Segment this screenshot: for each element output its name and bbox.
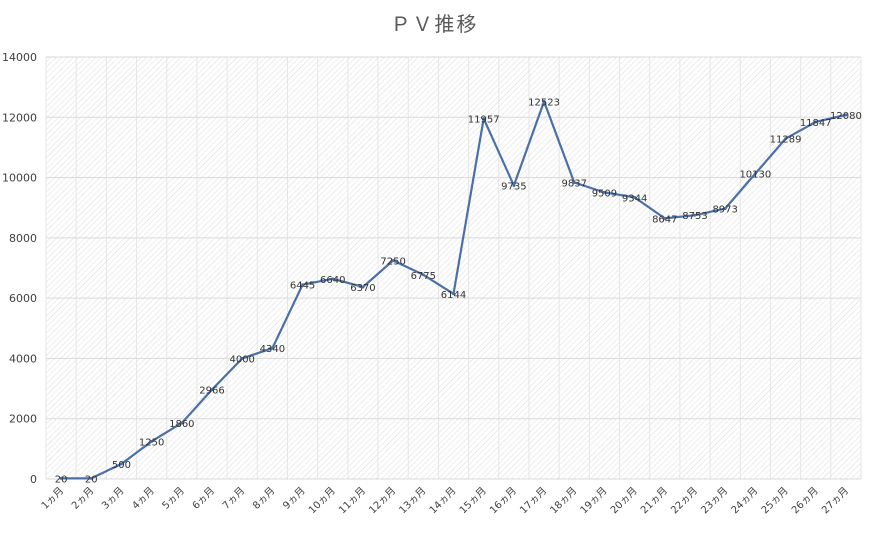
x-tick-label: 27ヵ月 [819, 485, 851, 517]
data-point [814, 120, 818, 124]
data-label: 6370 [350, 283, 375, 294]
x-tick-label: 5ヵ月 [160, 485, 187, 512]
data-label: 8973 [712, 205, 737, 216]
data-point [753, 172, 757, 176]
x-tick-label: 24ヵ月 [729, 485, 761, 517]
data-label: 9509 [592, 188, 617, 199]
x-tick-label: 11ヵ月 [336, 485, 368, 517]
data-point [59, 476, 63, 480]
y-tick-label: 6000 [9, 292, 37, 305]
data-label: 9837 [562, 178, 587, 189]
data-label: 20 [85, 474, 98, 485]
data-label: 8753 [682, 211, 707, 222]
data-label: 1250 [139, 437, 164, 448]
data-point [542, 100, 546, 104]
data-label: 9735 [501, 182, 526, 193]
x-tick-label: 13ヵ月 [397, 485, 429, 517]
x-tick-label: 7ヵ月 [220, 485, 247, 512]
x-tick-label: 3ヵ月 [99, 485, 126, 512]
data-label: 6445 [290, 281, 315, 292]
x-tick-label: 23ヵ月 [699, 485, 731, 517]
data-point [119, 462, 123, 466]
data-point [633, 195, 637, 199]
y-tick-label: 10000 [2, 172, 37, 185]
data-point [482, 117, 486, 121]
y-tick-label: 8000 [9, 232, 37, 245]
y-tick-label: 12000 [2, 111, 37, 124]
x-tick-label: 15ヵ月 [457, 485, 489, 517]
x-tick-label: 8ヵ月 [250, 485, 277, 512]
y-tick-label: 4000 [9, 352, 37, 365]
data-point [89, 476, 93, 480]
data-label: 9344 [622, 193, 647, 204]
x-tick-label: 4ヵ月 [130, 485, 157, 512]
data-label: 12080 [830, 111, 862, 122]
data-point [180, 421, 184, 425]
data-point [602, 190, 606, 194]
y-tick-label: 14000 [2, 51, 37, 64]
y-tick-label: 0 [30, 473, 37, 486]
x-tick-label: 20ヵ月 [608, 485, 640, 517]
x-tick-label: 14ヵ月 [427, 485, 459, 517]
data-point [663, 216, 667, 220]
data-label: 12523 [528, 98, 560, 109]
x-tick-label: 17ヵ月 [518, 485, 550, 517]
x-tick-label: 16ヵ月 [487, 485, 519, 517]
data-label: 20 [55, 474, 68, 485]
x-tick-label: 22ヵ月 [668, 485, 700, 517]
data-point [512, 184, 516, 188]
data-point [693, 213, 697, 217]
data-label: 6640 [320, 275, 345, 286]
x-tick-label: 26ヵ月 [789, 485, 821, 517]
x-tick-label: 21ヵ月 [638, 485, 670, 517]
chart-title: ＰＶ推移 [390, 12, 479, 36]
plot-area [46, 57, 861, 479]
data-label: 6144 [441, 290, 466, 301]
data-label: 8647 [652, 214, 677, 225]
data-label: 2966 [199, 386, 224, 397]
data-point [301, 283, 305, 287]
x-tick-label: 12ヵ月 [367, 485, 399, 517]
x-tick-label: 19ヵ月 [578, 485, 610, 517]
data-point [210, 388, 214, 392]
data-point [270, 346, 274, 350]
data-label: 7250 [380, 256, 405, 267]
data-label: 4000 [229, 354, 254, 365]
data-point [844, 113, 848, 117]
data-label: 6775 [411, 271, 436, 282]
data-label: 10130 [739, 170, 771, 181]
data-point [784, 137, 788, 141]
data-label: 4340 [260, 344, 285, 355]
y-tick-label: 2000 [9, 413, 37, 426]
data-label: 11957 [468, 115, 500, 126]
x-tick-label: 2ヵ月 [69, 485, 96, 512]
data-label: 11847 [800, 118, 832, 129]
x-tick-label: 10ヵ月 [306, 485, 338, 517]
data-point [361, 285, 365, 289]
x-tick-label: 25ヵ月 [759, 485, 791, 517]
data-point [572, 180, 576, 184]
data-point [331, 277, 335, 281]
data-point [150, 439, 154, 443]
x-tick-label: 9ヵ月 [281, 485, 308, 512]
data-label: 1860 [169, 419, 194, 430]
data-label: 500 [112, 460, 131, 471]
data-point [391, 258, 395, 262]
x-tick-label: 1ヵ月 [39, 485, 66, 512]
x-tick-label: 18ヵ月 [548, 485, 580, 517]
data-point [452, 292, 455, 296]
x-tick-label: 6ヵ月 [190, 485, 217, 512]
data-label: 11289 [770, 135, 802, 146]
data-point [240, 356, 244, 360]
data-point [421, 273, 425, 277]
data-point [723, 207, 727, 211]
